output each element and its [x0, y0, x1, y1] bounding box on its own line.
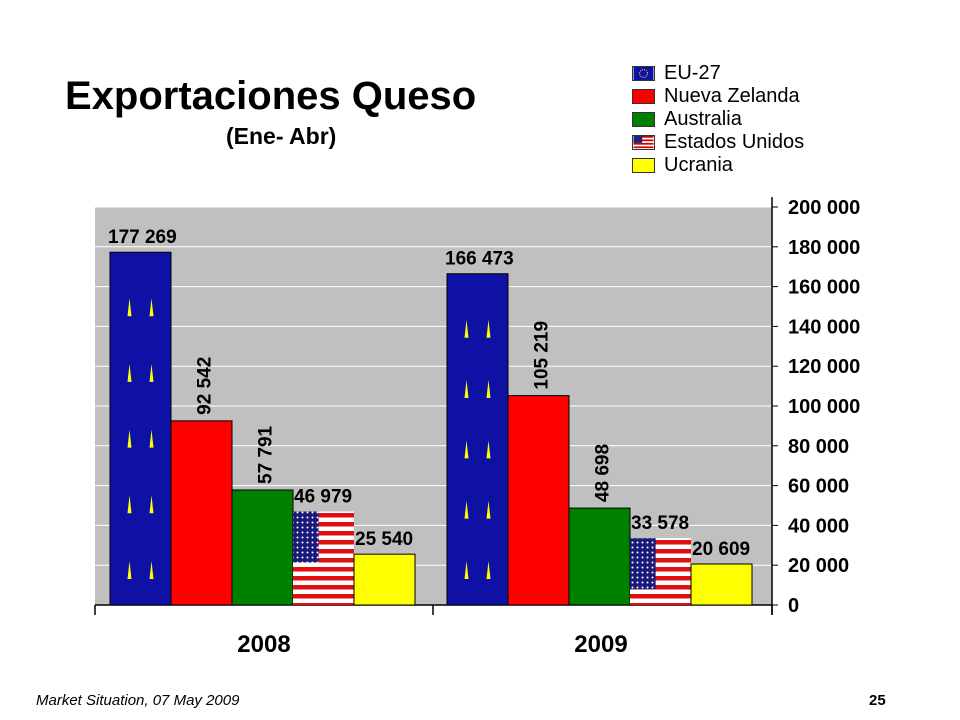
data-label: 25 540 — [355, 529, 413, 550]
legend-label: Australia — [664, 108, 742, 130]
eu-star — [127, 495, 132, 514]
x-category-label: 2008 — [237, 631, 290, 658]
bar-fill — [231, 489, 294, 606]
data-label: 177 269 — [108, 227, 177, 248]
y-tick-label: 20 000 — [788, 555, 849, 577]
y-tick-label: 40 000 — [788, 515, 849, 537]
eu-star — [149, 429, 154, 448]
data-label: 20 609 — [692, 539, 750, 560]
y-tick-label: 180 000 — [788, 237, 860, 259]
y-tick-label: 200 000 — [788, 197, 860, 219]
y-tick-label: 60 000 — [788, 476, 849, 498]
data-label: 92 542 — [195, 357, 216, 415]
chart-title: Exportaciones Queso — [65, 74, 477, 118]
footer-text: Market Situation, 07 May 2009 — [36, 692, 240, 709]
eu-star — [127, 429, 132, 448]
data-label: 46 979 — [294, 487, 352, 508]
bar-fill — [690, 563, 753, 606]
eu-star — [127, 561, 132, 579]
bar — [446, 273, 509, 606]
bar — [507, 395, 570, 606]
data-label: 48 698 — [593, 444, 614, 502]
bar-canton — [630, 538, 656, 590]
eu-star — [127, 363, 132, 382]
eu-star — [486, 500, 491, 519]
legend-swatch-red — [632, 89, 655, 104]
eu-star — [486, 440, 491, 459]
data-label: 33 578 — [631, 513, 689, 534]
legend-label: EU-27 — [664, 62, 721, 84]
eu-star — [464, 380, 469, 399]
legend-label: Estados Unidos — [664, 131, 805, 153]
eu-star — [464, 500, 469, 519]
eu-star — [127, 298, 132, 317]
us-flag-icon — [632, 135, 655, 150]
data-label: 57 791 — [256, 425, 277, 484]
y-tick-label: 80 000 — [788, 436, 849, 458]
legend-swatch-yellow — [632, 158, 655, 173]
y-tick-label: 140 000 — [788, 316, 860, 338]
bar — [293, 511, 354, 605]
bar-fill — [109, 251, 172, 606]
eu-star — [149, 363, 154, 382]
y-tick-label: 100 000 — [788, 396, 860, 418]
legend-swatch-green — [632, 112, 655, 127]
bar-fill — [507, 395, 570, 606]
bar-fill — [353, 553, 416, 606]
eu-star — [464, 561, 469, 579]
eu-star — [486, 561, 491, 579]
bar — [231, 489, 294, 606]
eu-star — [464, 319, 469, 338]
eu-star — [149, 495, 154, 514]
bar — [170, 420, 233, 606]
bar — [568, 507, 631, 606]
legend-label: Nueva Zelanda — [664, 85, 800, 107]
y-tick-label: 0 — [788, 595, 799, 617]
eu-star — [486, 380, 491, 399]
data-label: 105 219 — [532, 321, 553, 390]
x-category-label: 2009 — [574, 631, 627, 658]
chart-subtitle: (Ene- Abr) — [226, 123, 337, 149]
eu-star — [464, 440, 469, 459]
eu-star — [486, 319, 491, 338]
y-tick-label: 120 000 — [788, 356, 860, 378]
bar-fill — [568, 507, 631, 606]
legend-label: Ucrania — [664, 154, 733, 176]
page-number: 25 — [869, 692, 886, 709]
bar-fill — [446, 273, 509, 606]
y-tick-label: 160 000 — [788, 277, 860, 299]
eu-star — [149, 561, 154, 579]
data-label: 166 473 — [445, 249, 514, 270]
bar-canton — [293, 511, 319, 563]
eu-flag-icon — [632, 66, 655, 81]
bar — [353, 553, 416, 606]
eu-star — [149, 298, 154, 317]
bar — [109, 251, 172, 606]
bar-fill — [170, 420, 233, 606]
bar — [690, 563, 753, 606]
bar — [630, 538, 691, 605]
